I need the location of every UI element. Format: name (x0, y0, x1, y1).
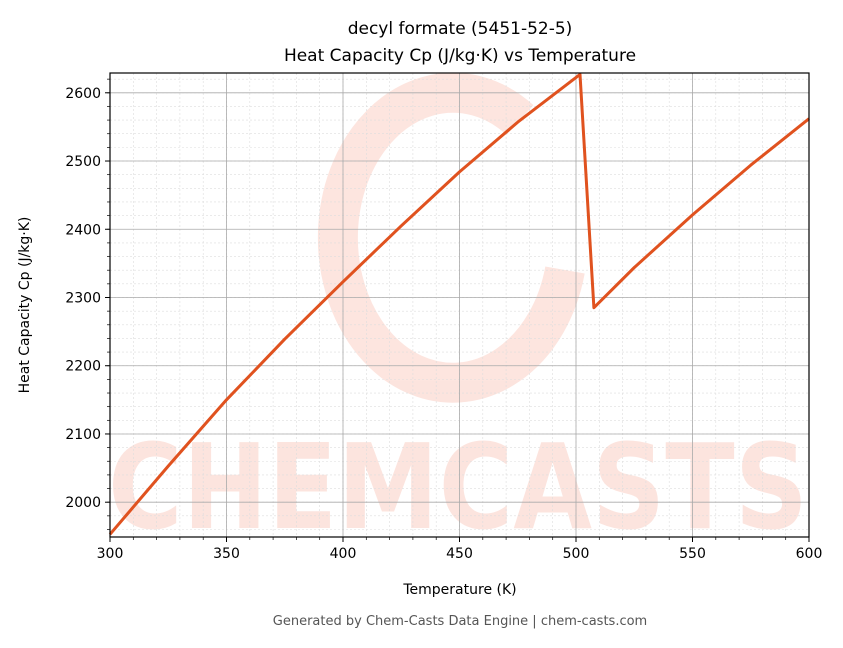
x-tick-label: 450 (446, 546, 473, 562)
watermark-logo-arc (317, 72, 585, 403)
chart-subtitle: Heat Capacity Cp (J/kg·K) vs Temperature (284, 46, 636, 66)
y-tick-label: 2000 (65, 495, 101, 511)
series-line-cp (108, 72, 810, 536)
x-axis-label: Temperature (K) (402, 582, 516, 598)
x-tick-label: 500 (563, 546, 590, 562)
x-tick-label: 350 (213, 546, 240, 562)
x-tick-label: 550 (679, 546, 706, 562)
y-axis-label: Heat Capacity Cp (J/kg·K) (17, 217, 33, 394)
x-tick-label: 300 (97, 546, 124, 562)
y-tick-label: 2200 (65, 359, 101, 375)
chemcasts-watermark: CHEMCASTS (108, 72, 808, 556)
y-tick-label: 2500 (65, 154, 101, 170)
footer-credit: Generated by Chem-Casts Data Engine | ch… (273, 614, 647, 629)
chart-title: decyl formate (5451-52-5) (348, 19, 573, 39)
x-tick-label: 600 (796, 546, 823, 562)
y-tick-label: 2400 (65, 222, 101, 238)
watermark-text: CHEMCASTS (108, 418, 808, 556)
y-tick-label: 2100 (65, 427, 101, 443)
y-tick-label: 2600 (65, 86, 101, 102)
x-tick-label: 400 (330, 546, 357, 562)
y-tick-label: 2300 (65, 290, 101, 306)
